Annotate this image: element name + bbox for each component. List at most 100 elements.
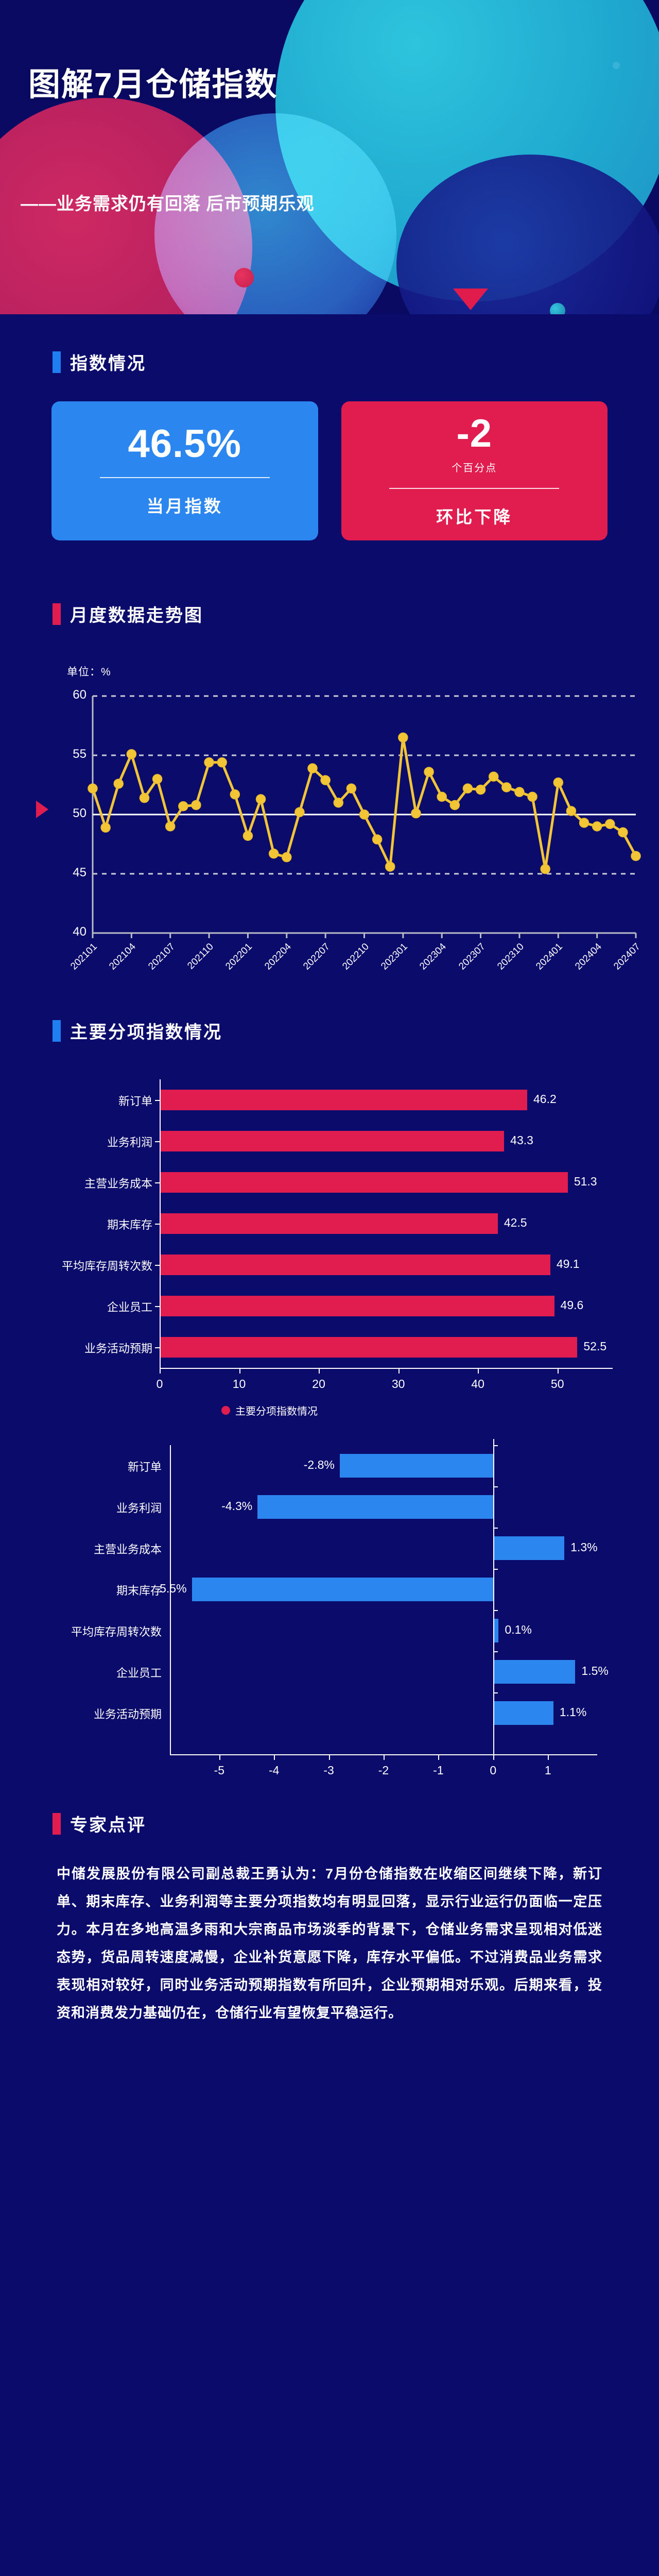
x-axis-tick	[557, 1368, 559, 1374]
kpi-unit: 个百分点	[452, 462, 497, 474]
divider	[99, 477, 270, 478]
y-axis-tick	[155, 1182, 160, 1183]
y-axis-tick-label: 40	[73, 925, 86, 939]
section-accent-bar-icon	[53, 603, 61, 625]
mom-change-bar-chart: 新订单 -2.8% 业务利润 -4.3% 主营业务成本 1.3% 期末库存 -5.5% 平均库存…	[0, 1430, 659, 1780]
divider	[389, 487, 560, 489]
kpi-card-current-index: 46.5% 当月指数	[51, 401, 318, 540]
bar-category-label: 主营业务成本	[93, 1543, 162, 1556]
triangle-down-icon	[453, 289, 488, 310]
x-axis-tick-label: 0	[156, 1377, 163, 1391]
bar-segment	[257, 1495, 493, 1519]
section-title: 指数情况	[70, 354, 146, 374]
bar-value-label: -5.5%	[155, 1582, 187, 1595]
x-axis-tick-label: -4	[268, 1764, 280, 1777]
x-axis-tick-label: 20	[312, 1377, 325, 1391]
kpi-label: 环比下降	[436, 507, 513, 527]
y-axis-tick	[493, 1651, 498, 1652]
y-axis-tick	[493, 1569, 498, 1570]
bar-segment	[160, 1131, 505, 1151]
section-header-expert: 专家点评	[53, 1811, 659, 1836]
y-axis-tick-label: 45	[73, 866, 86, 879]
sub-index-bar-chart: 主要分项指数情况 新订单 46.2 业务利润 43.3 主营业务成本 51.3 期末库存 42…	[0, 1064, 659, 1417]
bar-category-label: 业务利润	[116, 1502, 162, 1515]
bar-category-label: 平均库存周转次数	[71, 1625, 162, 1638]
bar-value-label: 51.3	[574, 1175, 597, 1188]
x-axis-tick-label: 40	[471, 1377, 484, 1391]
x-axis-tick-label: 0	[490, 1764, 497, 1777]
bar-category-label: 主营业务成本	[84, 1177, 152, 1190]
chart-legend: 主要分项指数情况	[221, 1403, 318, 1418]
x-axis-tick-label: 50	[550, 1377, 564, 1391]
kpi-card-row: 46.5% 当月指数 -2 个百分点 环比下降	[51, 401, 608, 540]
x-axis-tick-label: 30	[391, 1377, 405, 1391]
x-axis-tick-label: -3	[323, 1764, 334, 1777]
zero-axis-line	[493, 1439, 494, 1754]
legend-color-dot-icon	[221, 1406, 230, 1415]
y-axis-tick	[493, 1445, 498, 1446]
section-title: 主要分项指数情况	[70, 1023, 222, 1042]
kpi-value: -2	[456, 411, 493, 455]
page-subtitle: ——业务需求仍有回落 后市预期乐观	[21, 194, 315, 214]
page-title: 图解7月仓储指数	[28, 67, 278, 103]
x-axis-tick-label: -1	[433, 1764, 444, 1777]
bar-value-label: 42.5	[504, 1216, 527, 1229]
x-axis-tick	[219, 1754, 220, 1760]
bar-category-label: 期末库存	[116, 1584, 162, 1597]
section-header-sub-index: 主要分项指数情况	[53, 1018, 659, 1043]
expert-commentary-text: 中储发展股份有限公司副总裁王勇认为：7月份仓储指数在收缩区间继续下降，新订单、期…	[57, 1866, 602, 2021]
y-axis-tick	[155, 1141, 160, 1142]
decorative-dot-teal	[550, 303, 565, 314]
decorative-blend-circle	[154, 113, 396, 314]
bar-value-label: 1.3%	[570, 1540, 598, 1554]
kpi-value: 46.5%	[128, 422, 241, 466]
section-title: 专家点评	[70, 1816, 146, 1835]
bar-segment	[160, 1296, 554, 1316]
bar-value-label: 46.2	[533, 1092, 557, 1106]
decorative-dot-red	[234, 268, 254, 287]
bar-segment	[160, 1090, 527, 1110]
y-axis-tick	[155, 1224, 160, 1225]
bar-category-label: 平均库存周转次数	[61, 1260, 152, 1273]
y-axis-tick	[493, 1610, 498, 1611]
bar-category-label: 新订单	[127, 1461, 162, 1473]
bar-category-label: 企业员工	[116, 1667, 162, 1680]
y-axis-tick-label: 55	[73, 747, 86, 761]
decorative-dot-small	[613, 62, 620, 69]
section-header-monthly-trend: 月度数据走势图	[53, 601, 659, 626]
x-axis-tick	[493, 1754, 494, 1760]
triangle-right-icon	[36, 801, 48, 818]
x-axis-tick	[438, 1754, 440, 1760]
y-axis-tick	[493, 1486, 498, 1487]
section-accent-bar-icon	[53, 351, 61, 373]
y-axis-tick	[493, 1692, 498, 1693]
bar-value-label: 52.5	[583, 1340, 607, 1353]
section-accent-bar-icon	[53, 1020, 61, 1042]
x-axis-tick	[548, 1754, 549, 1760]
y-axis-line	[170, 1445, 171, 1754]
bar-value-label: 1.1%	[559, 1705, 587, 1719]
x-axis-tick	[398, 1368, 400, 1374]
y-axis-tick-label: 50	[73, 806, 86, 820]
bar-segment	[493, 1660, 576, 1684]
bar-value-label: 0.1%	[505, 1623, 532, 1636]
y-axis-tick	[155, 1100, 160, 1101]
section-accent-bar-icon	[53, 1812, 61, 1835]
bar-segment	[339, 1454, 493, 1478]
x-axis-tick	[239, 1368, 240, 1374]
hero-banner: 图解7月仓储指数 ——业务需求仍有回落 后市预期乐观	[0, 0, 659, 314]
bar-value-label: 43.3	[510, 1133, 533, 1147]
y-axis-tick	[155, 1265, 160, 1266]
line-chart-svg	[88, 695, 641, 938]
bar-segment	[160, 1337, 578, 1358]
bar-value-label: -2.8%	[303, 1458, 335, 1471]
y-axis-line	[160, 1079, 161, 1368]
bar-value-label: 49.6	[560, 1298, 584, 1312]
bar-category-label: 期末库存	[107, 1218, 152, 1231]
bar-segment	[493, 1536, 565, 1560]
x-axis-tick-label: 1	[544, 1764, 551, 1777]
x-axis-tick	[274, 1754, 275, 1760]
x-axis-tick-label: -2	[378, 1764, 389, 1777]
bar-value-label: -4.3%	[221, 1499, 253, 1513]
bar-value-label: 1.5%	[581, 1664, 609, 1677]
